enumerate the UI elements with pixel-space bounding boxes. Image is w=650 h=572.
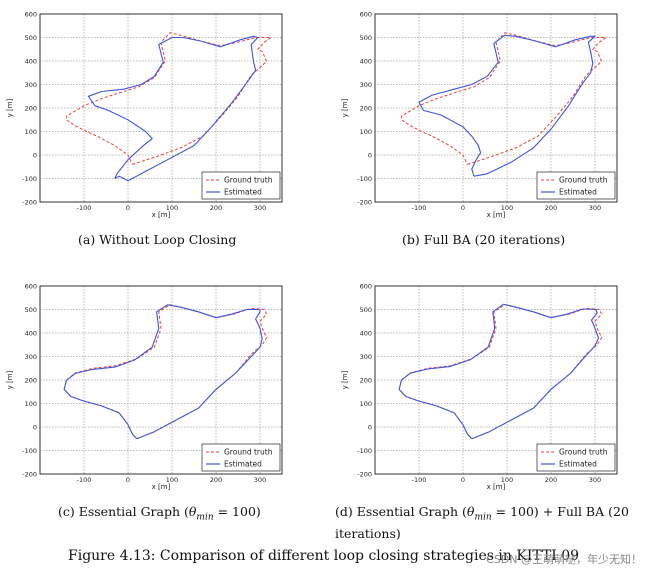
y-tick-label: 100 <box>25 128 37 136</box>
caption-c: (c) Essential Graph (θmin = 100) <box>58 504 261 523</box>
chart-c: -100 0 100 200 300 -200 -100 0 100 200 300 400 500 60… <box>6 282 283 490</box>
x-tick-label: 100 <box>166 204 178 212</box>
x-tick-label: 300 <box>589 204 601 212</box>
figure-caption: Figure 4.13: Comparison of different loo… <box>68 548 580 564</box>
y-tick-label: 200 <box>360 104 372 112</box>
caption-d: (d) Essential Graph (θmin = 100) + Full … <box>335 504 629 541</box>
series-estimated <box>418 34 596 177</box>
x-axis-label: x [m] <box>152 483 171 490</box>
x-tick-label: 0 <box>126 204 130 212</box>
panel-b: -100 0 100 200 300 -200 -100 0 100 200 300 400 500 60… <box>335 8 625 218</box>
y-tick-label: -100 <box>22 175 37 183</box>
y-tick-label: 400 <box>25 57 37 65</box>
y-tick-label: 0 <box>368 151 372 159</box>
legend-ground-truth-label: Ground truth <box>224 448 273 457</box>
y-tick-label: 100 <box>360 400 372 408</box>
series-estimated <box>63 304 263 440</box>
y-tick-label: 200 <box>360 376 372 384</box>
x-tick-label: 100 <box>501 204 513 212</box>
panel-c: -100 0 100 200 300 -200 -100 0 100 200 300 400 500 60… <box>0 280 290 490</box>
y-tick-label: 0 <box>33 151 37 159</box>
y-axis-label: y [m] <box>341 98 349 117</box>
chart-b: -100 0 100 200 300 -200 -100 0 100 200 300 400 500 60… <box>341 10 618 218</box>
x-tick-label: 100 <box>166 476 178 484</box>
y-tick-label: 100 <box>25 400 37 408</box>
y-tick-label: 0 <box>33 423 37 431</box>
y-tick-label: -100 <box>22 447 37 455</box>
x-tick-label: 300 <box>589 476 601 484</box>
y-tick-label: 500 <box>25 34 37 42</box>
panel-a: -100 0 100 200 300 -200 -100 0 100 200 300 400 500 60… <box>0 8 290 218</box>
watermark-text: CSDN @王萌萌哒，年少无知！ <box>486 553 642 566</box>
y-tick-label: 400 <box>360 329 372 337</box>
legend-ground-truth-label: Ground truth <box>224 176 273 185</box>
legend-box <box>201 443 281 472</box>
y-tick-label: 500 <box>360 34 372 42</box>
y-tick-label: 0 <box>368 423 372 431</box>
y-tick-label: 500 <box>360 306 372 314</box>
caption-a: (a) Without Loop Closing <box>78 232 237 247</box>
x-tick-label: -100 <box>77 476 92 484</box>
x-tick-label: 200 <box>545 204 557 212</box>
y-tick-label: -200 <box>357 198 372 206</box>
y-tick-label: 300 <box>25 353 37 361</box>
series-estimated <box>87 35 259 182</box>
x-tick-label: 0 <box>461 204 465 212</box>
chart-a: -100 0 100 200 300 -200 -100 0 100 200 300 400 500 60… <box>6 10 283 218</box>
legend-box <box>201 171 281 200</box>
x-tick-label: 0 <box>126 476 130 484</box>
x-tick-label: 100 <box>501 476 513 484</box>
x-tick-label: 300 <box>254 204 266 212</box>
x-tick-label: -100 <box>412 204 427 212</box>
x-tick-label: 200 <box>210 204 222 212</box>
x-axis-label: x [m] <box>487 211 506 218</box>
y-axis-label: y [m] <box>6 370 14 389</box>
y-tick-label: 600 <box>25 10 37 18</box>
legend-estimated-label: Estimated <box>224 460 262 469</box>
legend-ground-truth-label: Ground truth <box>559 176 608 185</box>
y-axis-label: y [m] <box>6 98 14 117</box>
y-tick-label: -100 <box>357 447 372 455</box>
y-tick-label: 600 <box>360 282 372 290</box>
y-tick-label: -200 <box>22 198 37 206</box>
legend-ground-truth-label: Ground truth <box>559 448 608 457</box>
y-axis-label: y [m] <box>341 370 349 389</box>
y-tick-label: -200 <box>22 470 37 478</box>
panel-d: -100 0 100 200 300 -200 -100 0 100 200 300 400 500 60… <box>335 280 625 490</box>
y-tick-label: 200 <box>25 104 37 112</box>
x-tick-label: -100 <box>412 476 427 484</box>
x-tick-label: -100 <box>77 204 92 212</box>
y-tick-label: 300 <box>25 81 37 89</box>
x-axis-label: x [m] <box>487 483 506 490</box>
x-tick-label: 200 <box>210 476 222 484</box>
y-tick-label: 300 <box>360 353 372 361</box>
y-tick-label: 100 <box>360 128 372 136</box>
series-estimated <box>398 303 600 440</box>
y-tick-label: -100 <box>357 175 372 183</box>
y-tick-label: 500 <box>25 306 37 314</box>
legend-box <box>536 171 616 200</box>
legend-estimated-label: Estimated <box>559 188 597 197</box>
legend-estimated-label: Estimated <box>224 188 262 197</box>
y-tick-label: 400 <box>360 57 372 65</box>
y-tick-label: 600 <box>360 10 372 18</box>
y-tick-label: 300 <box>360 81 372 89</box>
x-tick-label: 300 <box>254 476 266 484</box>
y-tick-label: 400 <box>25 329 37 337</box>
y-tick-label: 600 <box>25 282 37 290</box>
y-tick-label: -200 <box>357 470 372 478</box>
x-axis-label: x [m] <box>152 211 171 218</box>
legend-box <box>536 443 616 472</box>
caption-b: (b) Full BA (20 iterations) <box>402 232 566 247</box>
x-tick-label: 0 <box>461 476 465 484</box>
chart-d: -100 0 100 200 300 -200 -100 0 100 200 300 400 500 60… <box>341 282 618 490</box>
y-tick-label: 200 <box>25 376 37 384</box>
legend-estimated-label: Estimated <box>559 460 597 469</box>
x-tick-label: 200 <box>545 476 557 484</box>
